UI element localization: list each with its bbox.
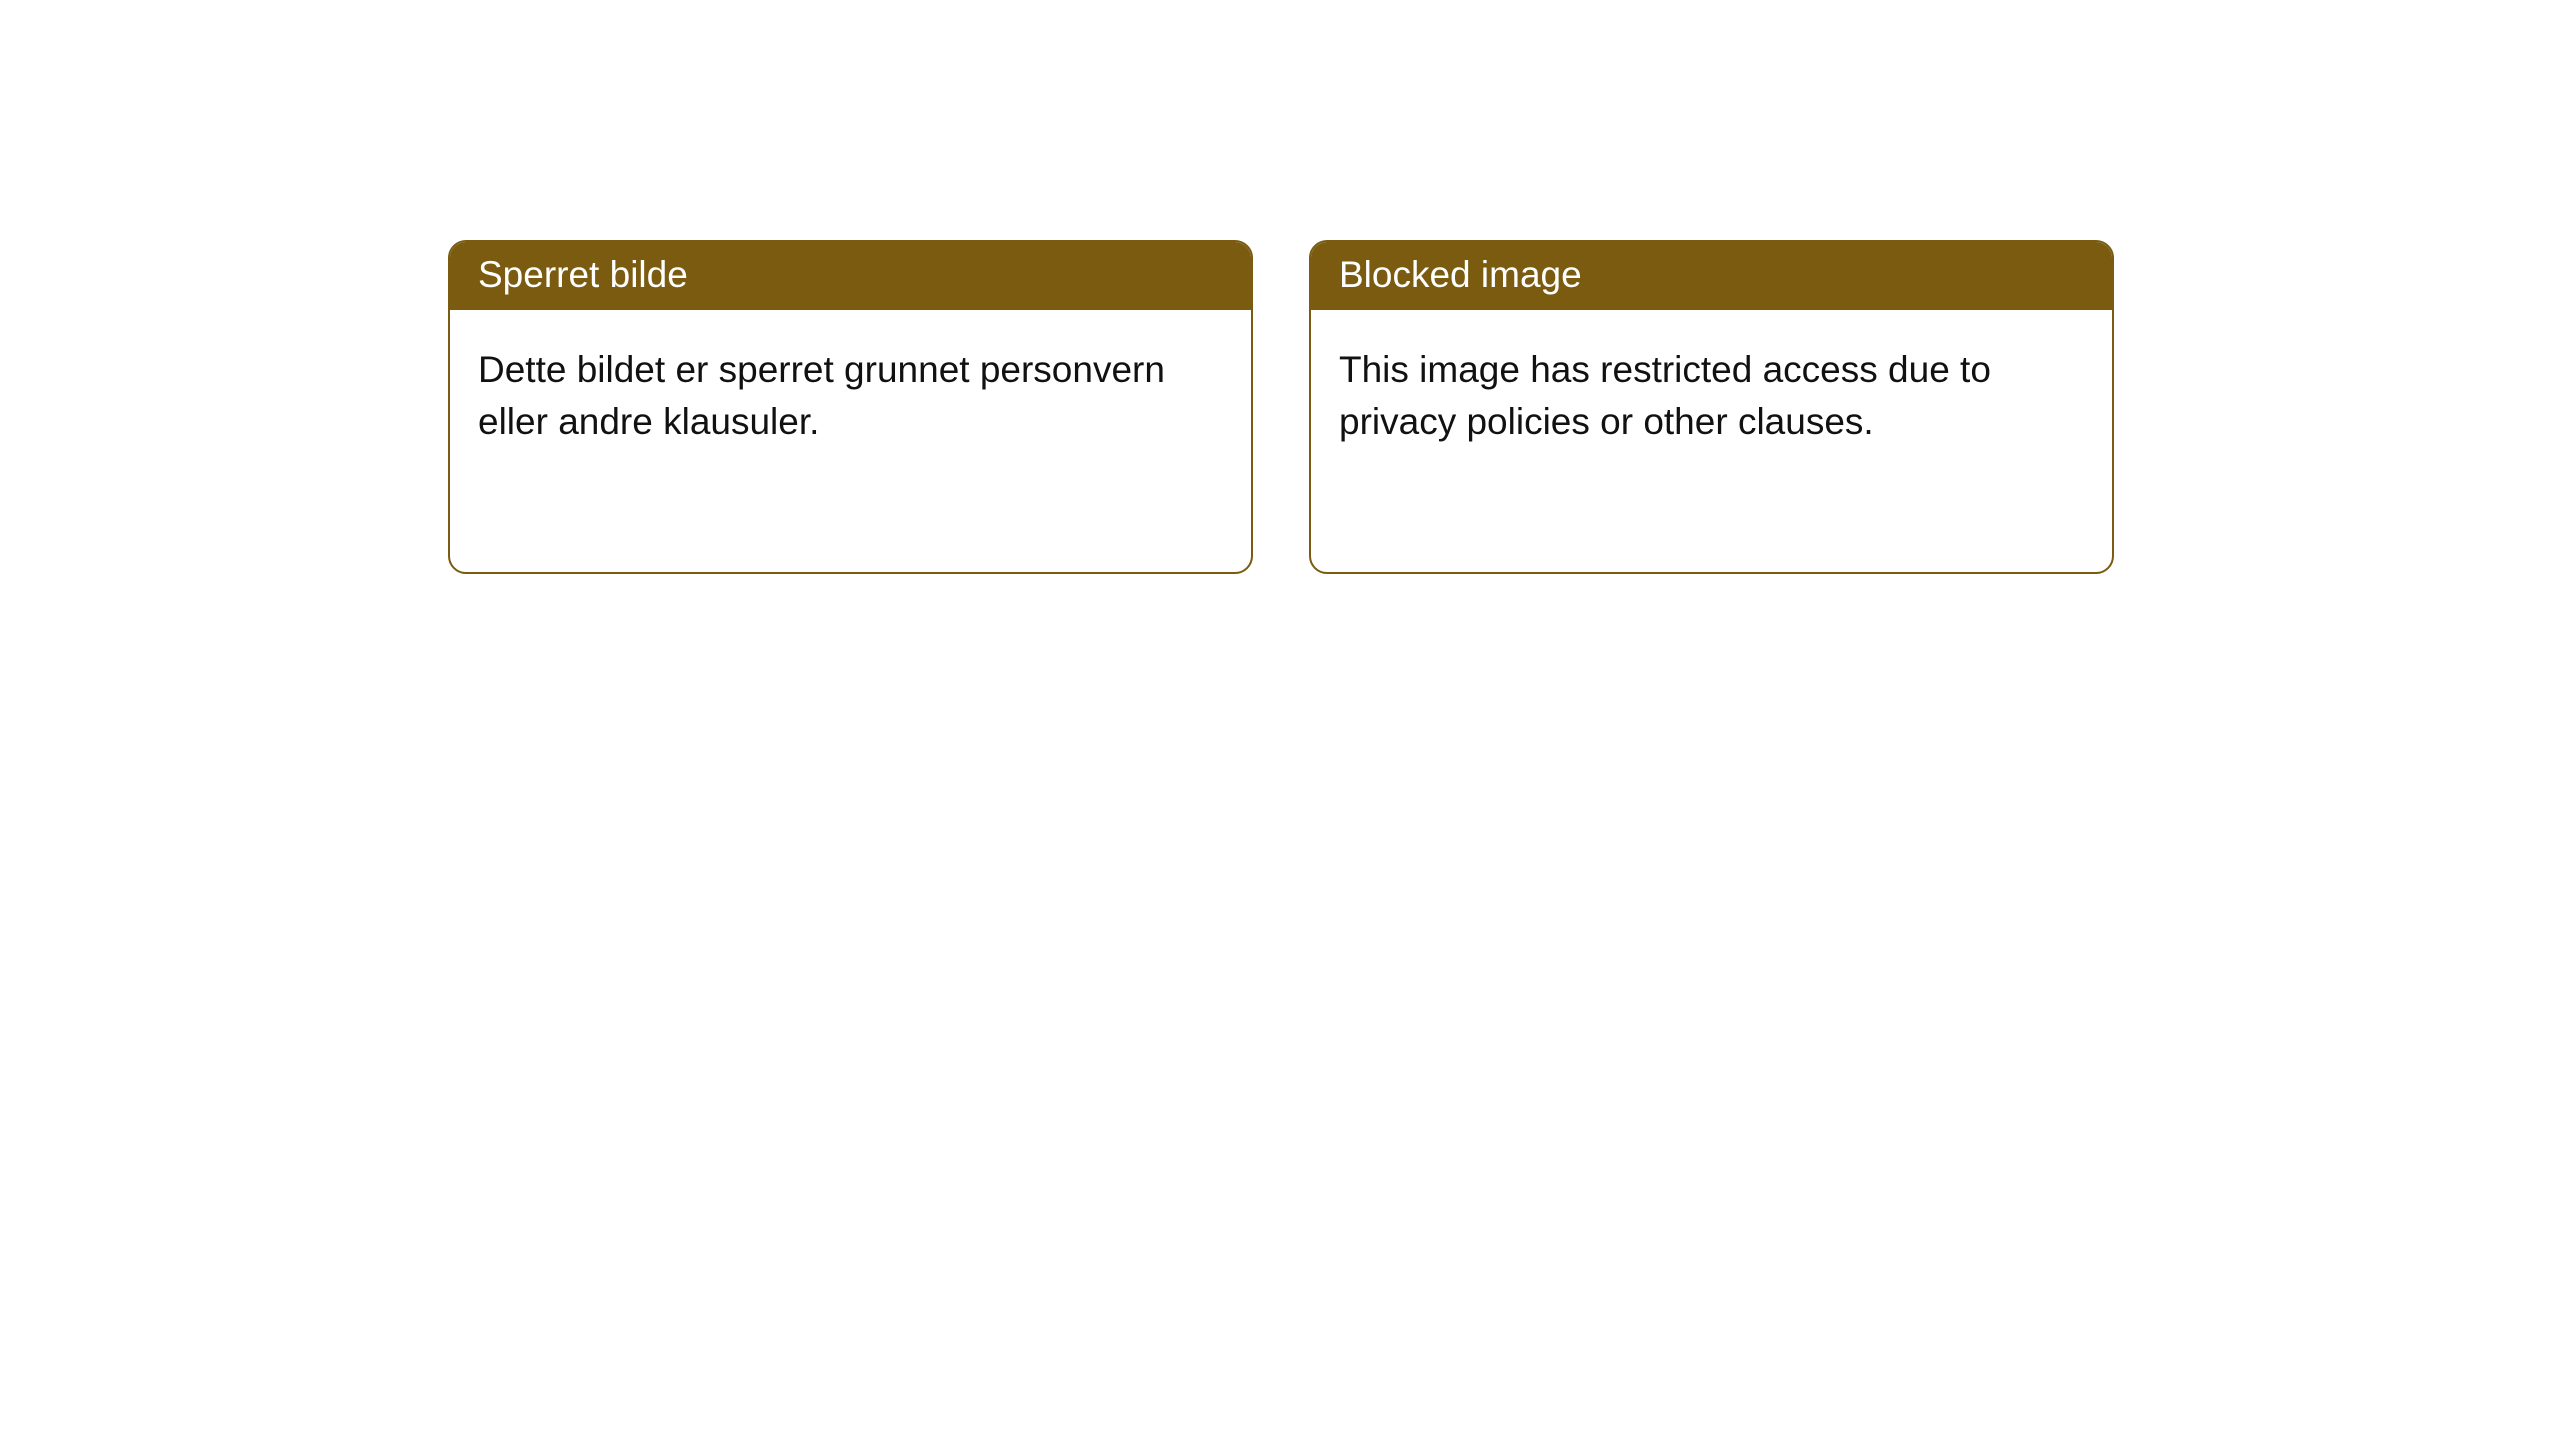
notice-card-body: This image has restricted access due to …: [1311, 310, 2112, 482]
notice-card-norwegian: Sperret bilde Dette bildet er sperret gr…: [448, 240, 1253, 574]
notice-container: Sperret bilde Dette bildet er sperret gr…: [448, 240, 2114, 574]
notice-card-title: Blocked image: [1311, 242, 2112, 310]
notice-card-body: Dette bildet er sperret grunnet personve…: [450, 310, 1251, 482]
notice-card-title: Sperret bilde: [450, 242, 1251, 310]
notice-card-english: Blocked image This image has restricted …: [1309, 240, 2114, 574]
